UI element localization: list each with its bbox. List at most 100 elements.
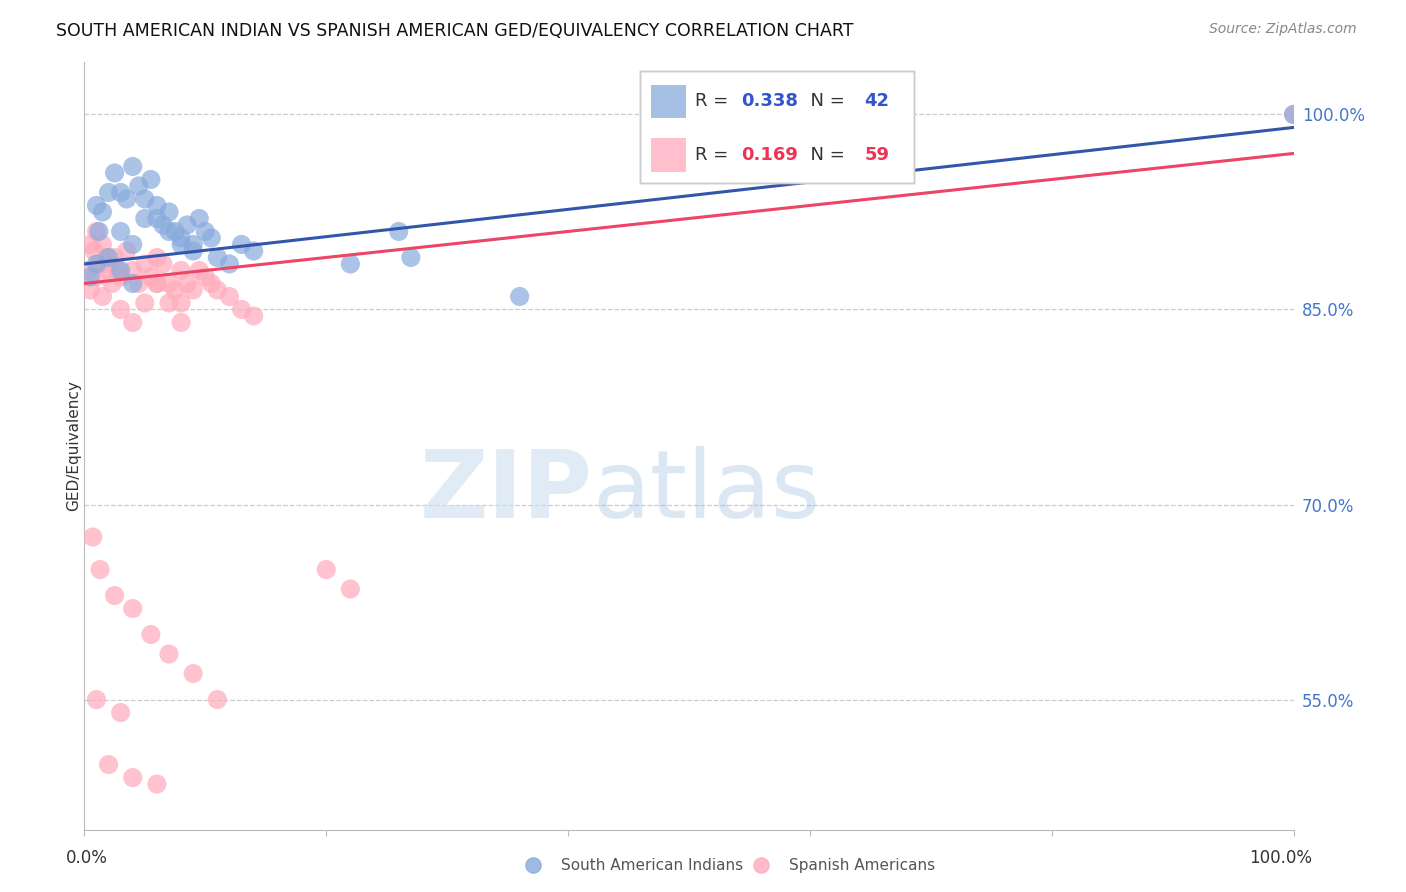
Point xyxy=(388,224,411,238)
Point xyxy=(146,777,169,791)
Point xyxy=(97,257,120,271)
Point xyxy=(170,237,193,252)
Point xyxy=(181,283,204,297)
Point xyxy=(110,270,132,285)
Text: N =: N = xyxy=(799,146,851,164)
Point xyxy=(157,277,180,291)
Point xyxy=(188,263,211,277)
Point xyxy=(231,302,253,317)
Point xyxy=(207,283,229,297)
Point xyxy=(89,562,111,576)
Point xyxy=(200,231,222,245)
Point xyxy=(134,257,156,271)
Point xyxy=(242,244,264,258)
Point xyxy=(176,218,198,232)
Point xyxy=(134,296,156,310)
Point xyxy=(1282,107,1305,121)
Point xyxy=(218,289,240,303)
Point xyxy=(152,218,174,232)
Text: N =: N = xyxy=(799,93,851,111)
Point xyxy=(97,263,120,277)
Point xyxy=(121,160,143,174)
Point xyxy=(121,316,143,330)
Point xyxy=(86,198,108,212)
Point xyxy=(87,257,110,271)
Y-axis label: GED/Equivalency: GED/Equivalency xyxy=(66,381,80,511)
Point xyxy=(146,198,169,212)
Point xyxy=(339,257,361,271)
Bar xyxy=(651,138,686,171)
Point xyxy=(139,172,162,186)
Point xyxy=(146,211,169,226)
Point xyxy=(399,251,422,265)
Text: R =: R = xyxy=(695,93,734,111)
Text: South American Indians: South American Indians xyxy=(561,858,744,872)
Bar xyxy=(651,85,686,119)
Point xyxy=(194,224,217,238)
Point xyxy=(104,166,127,180)
Point xyxy=(104,589,127,603)
Point xyxy=(242,309,264,323)
Point xyxy=(86,692,108,706)
Text: 0.0%: 0.0% xyxy=(66,849,108,867)
Point xyxy=(79,283,101,297)
Point xyxy=(157,296,180,310)
Text: 0.338: 0.338 xyxy=(741,93,799,111)
Point xyxy=(194,270,217,285)
Point xyxy=(91,237,114,252)
Point xyxy=(165,283,187,297)
Point xyxy=(522,858,544,872)
Point xyxy=(110,706,132,720)
Point xyxy=(101,277,124,291)
Point xyxy=(315,562,337,576)
Point xyxy=(749,858,772,872)
Point xyxy=(139,270,162,285)
Text: 100.0%: 100.0% xyxy=(1249,849,1312,867)
Point xyxy=(170,316,193,330)
Point xyxy=(157,647,180,661)
Point xyxy=(121,237,143,252)
Point xyxy=(139,627,162,641)
Text: SOUTH AMERICAN INDIAN VS SPANISH AMERICAN GED/EQUIVALENCY CORRELATION CHART: SOUTH AMERICAN INDIAN VS SPANISH AMERICA… xyxy=(56,22,853,40)
Point xyxy=(200,277,222,291)
Point xyxy=(87,224,110,238)
Point xyxy=(339,582,361,596)
Point xyxy=(231,237,253,252)
Point xyxy=(157,205,180,219)
Text: 42: 42 xyxy=(865,93,890,111)
Point xyxy=(110,263,132,277)
Point xyxy=(134,211,156,226)
Point xyxy=(91,289,114,303)
Point xyxy=(181,237,204,252)
Text: 59: 59 xyxy=(865,146,890,164)
Point xyxy=(218,257,240,271)
Point xyxy=(165,224,187,238)
Point xyxy=(181,666,204,681)
Point xyxy=(146,277,169,291)
Point xyxy=(188,211,211,226)
Point xyxy=(170,231,193,245)
Point xyxy=(152,257,174,271)
Text: Source: ZipAtlas.com: Source: ZipAtlas.com xyxy=(1209,22,1357,37)
Point xyxy=(121,263,143,277)
Point xyxy=(97,757,120,772)
Point xyxy=(121,771,143,785)
Point xyxy=(115,192,138,206)
Point xyxy=(110,186,132,200)
Point xyxy=(128,178,150,193)
Point xyxy=(97,251,120,265)
Point xyxy=(86,224,108,238)
Point xyxy=(79,270,101,285)
Point xyxy=(146,277,169,291)
Point xyxy=(207,251,229,265)
Point xyxy=(110,302,132,317)
Point xyxy=(181,244,204,258)
Point xyxy=(176,277,198,291)
Text: 0.169: 0.169 xyxy=(741,146,799,164)
Point xyxy=(1282,107,1305,121)
Point xyxy=(82,530,104,544)
Point xyxy=(207,692,229,706)
Point xyxy=(121,277,143,291)
Point xyxy=(86,257,108,271)
Text: R =: R = xyxy=(695,146,734,164)
